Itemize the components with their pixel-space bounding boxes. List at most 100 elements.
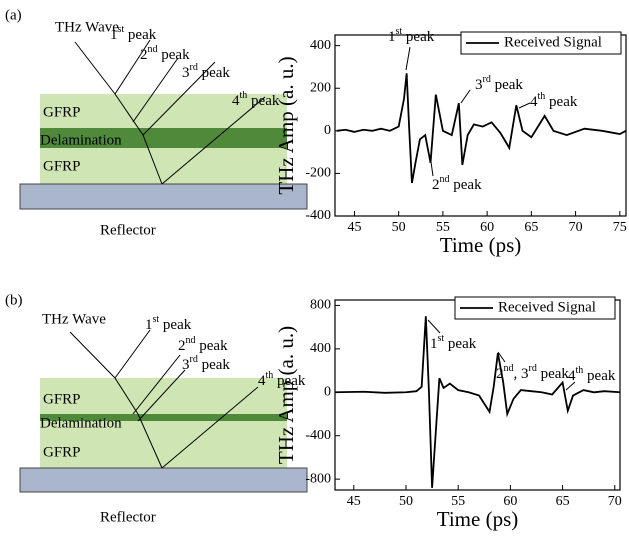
reflector-plate	[19, 183, 308, 210]
x-tick-label: 60	[503, 494, 517, 509]
x-tick-label: 45	[347, 220, 361, 235]
y-tick-label: 400	[310, 341, 331, 356]
x-tick-label: 70	[608, 494, 622, 509]
label-part: th	[576, 365, 584, 376]
label-part: th	[538, 91, 546, 102]
x-axis-title: Time (ps)	[437, 507, 519, 531]
label-part: 1	[110, 27, 118, 43]
label-part: rd	[529, 363, 537, 374]
annotation-label: 4th peak	[530, 91, 578, 110]
annotation-arrow	[518, 102, 531, 109]
y-tick-label: 0	[324, 123, 331, 138]
ray-paths	[69, 329, 259, 469]
reflector-plate	[19, 467, 308, 493]
delamination-layer	[40, 128, 287, 148]
layer-label: GFRP	[43, 158, 81, 174]
label-part: 2	[140, 47, 148, 63]
label-part: peak	[159, 317, 192, 333]
wave-label: THz Wave	[42, 311, 106, 327]
x-tick-label: 45	[347, 494, 361, 509]
y-tick-label: 200	[310, 80, 331, 95]
y-axis-title: THz Amp (a. u.)	[274, 326, 298, 464]
label-part: peak	[402, 29, 435, 45]
layer-label: GFRP	[43, 104, 81, 120]
annotation-arrow	[460, 89, 471, 104]
label-part: st	[438, 333, 445, 344]
peak-label: 1st peak	[110, 24, 157, 43]
annotation-label: 3rd peak	[475, 74, 523, 93]
peak-label: 1st peak	[145, 314, 192, 333]
x-tick-label: 65	[524, 220, 538, 235]
annotation-arrow	[405, 46, 411, 71]
annotation-label: 2nd peak	[432, 174, 482, 193]
legend-label: Received Signal	[504, 34, 602, 50]
label-part: 4	[568, 368, 576, 384]
label-part: 3	[182, 357, 190, 373]
annotation-arrow	[429, 154, 434, 177]
label-part: peak	[247, 93, 280, 109]
label-part: peak	[198, 357, 231, 373]
label-part: th	[240, 90, 248, 101]
label-part: 4	[258, 373, 266, 389]
label-part: st	[396, 26, 403, 37]
x-tick-label: 50	[399, 494, 413, 509]
annotation-label: 1st peak	[388, 26, 435, 45]
layer-label: Delamination	[40, 415, 122, 431]
annotation-arrow	[497, 351, 506, 363]
label-part: nd	[440, 174, 450, 185]
legend-label: Received Signal	[498, 299, 596, 315]
peak-label: 2nd peak	[140, 44, 190, 63]
panel-label: (a)	[5, 7, 22, 23]
diagram-a	[19, 39, 308, 210]
label-part: peak	[450, 177, 483, 193]
layer-label: GFRP	[43, 444, 81, 460]
y-axis-title: THz Amp (a. u.)	[274, 56, 298, 194]
peak-label: 2nd peak	[178, 335, 228, 354]
signal-line	[334, 316, 621, 488]
x-tick-label: 60	[480, 220, 494, 235]
x-axis-title: Time (ps)	[440, 233, 522, 257]
label-part: 1	[430, 336, 438, 352]
label-part: peak	[196, 338, 229, 354]
x-tick-label: 75	[613, 220, 627, 235]
signal-line	[336, 73, 627, 184]
label-part: nd	[148, 44, 158, 55]
label-part: peak	[124, 27, 157, 43]
y-tick-label: -200	[305, 166, 331, 181]
label-part: peak	[158, 47, 191, 63]
reflector-label: Reflector	[100, 222, 156, 238]
panel-label: (b)	[5, 292, 23, 308]
label-part: 1	[145, 317, 153, 333]
label-part: 2	[432, 177, 440, 193]
label-part: rd	[190, 354, 198, 365]
label-part: th	[266, 370, 274, 381]
peak-label: 3rd peak	[182, 354, 230, 373]
annotation-label: 4th peak	[568, 365, 616, 384]
label-part: 3	[182, 65, 190, 81]
peak-label: 4th peak	[232, 90, 280, 109]
label-part: nd	[504, 363, 514, 374]
label-part: 2	[496, 366, 504, 382]
legend-box	[460, 31, 622, 55]
legend-box	[454, 296, 616, 320]
y-tick-label: -400	[305, 208, 331, 223]
y-tick-label: 800	[310, 298, 331, 313]
x-tick-label: 55	[436, 220, 450, 235]
x-tick-label: 70	[569, 220, 583, 235]
label-part: peak	[444, 336, 477, 352]
annotation-label: 2nd, 3rd peak	[496, 363, 569, 382]
ray-paths	[74, 39, 266, 185]
label-part: 4	[530, 94, 538, 110]
label-part: rd	[190, 62, 198, 73]
label-part: nd	[186, 335, 196, 346]
y-tick-label: 0	[324, 385, 331, 400]
peak-label: 4th peak	[258, 370, 306, 389]
label-part: 1	[388, 29, 396, 45]
label-part: 2	[178, 338, 186, 354]
diagram-b	[19, 329, 308, 493]
label-part: st	[118, 24, 125, 35]
y-tick-label: -800	[305, 471, 331, 486]
label-part: rd	[483, 74, 491, 85]
y-tick-label: -400	[305, 428, 331, 443]
